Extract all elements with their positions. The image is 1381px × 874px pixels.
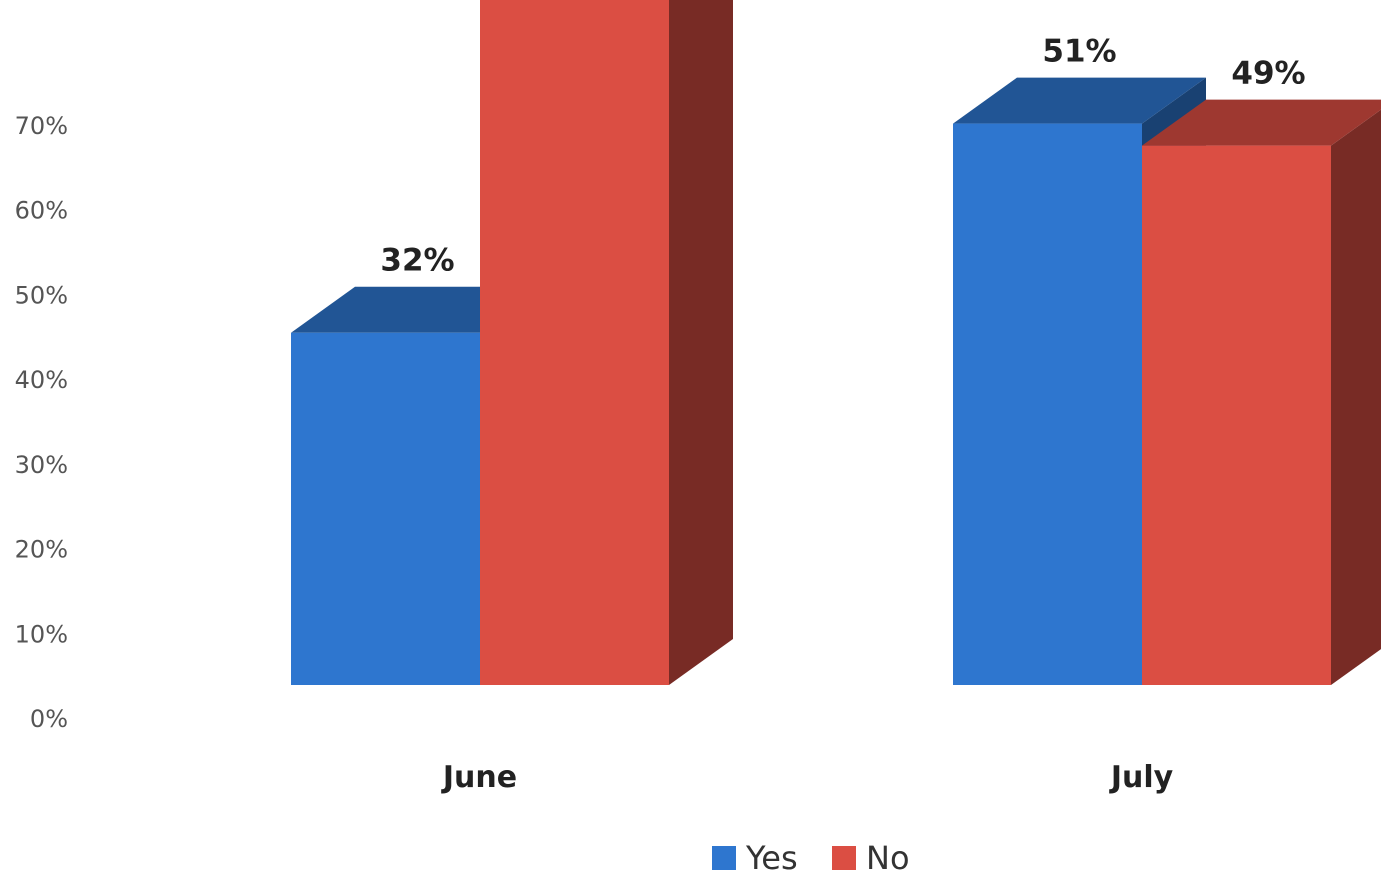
y-tick-label: 50% — [15, 281, 68, 309]
bar-front-face — [480, 0, 669, 686]
legend-label: Yes — [745, 839, 798, 874]
category-label: June — [441, 760, 517, 795]
y-tick-label: 30% — [15, 451, 68, 479]
data-label: 49% — [1231, 56, 1305, 92]
bar-no-june — [480, 0, 733, 686]
y-tick-label: 40% — [15, 366, 68, 394]
y-tick-label: 0% — [30, 705, 68, 733]
legend-item-yes: Yes — [712, 839, 798, 874]
y-tick-label: 20% — [15, 536, 68, 564]
bars — [291, 0, 1381, 686]
category-labels: June July — [441, 760, 1174, 795]
legend-label: No — [866, 839, 910, 874]
data-labels: 32%68%51%49% — [380, 34, 1305, 279]
bar-front-face — [1142, 145, 1331, 685]
legend: Yes No — [712, 839, 910, 874]
y-tick-label: 10% — [15, 620, 68, 648]
data-label: 32% — [380, 243, 454, 279]
legend-swatch — [832, 846, 856, 870]
bar-side-face — [1331, 109, 1381, 685]
bar-top-face — [1142, 99, 1381, 146]
bar-no-july — [1142, 99, 1381, 685]
bar-top-face — [953, 77, 1206, 124]
y-tick-label: 60% — [15, 197, 68, 225]
y-axis: 0% 10% 20% 30% 40% 50% 60% 70% — [15, 112, 68, 733]
legend-swatch — [712, 846, 736, 870]
bar-side-face — [669, 0, 733, 685]
bar-front-face — [953, 123, 1142, 686]
legend-item-no: No — [832, 839, 910, 874]
bar-front-face — [291, 332, 480, 685]
category-label: July — [1109, 760, 1174, 795]
data-label: 51% — [1042, 34, 1116, 70]
y-tick-label: 70% — [15, 112, 68, 140]
